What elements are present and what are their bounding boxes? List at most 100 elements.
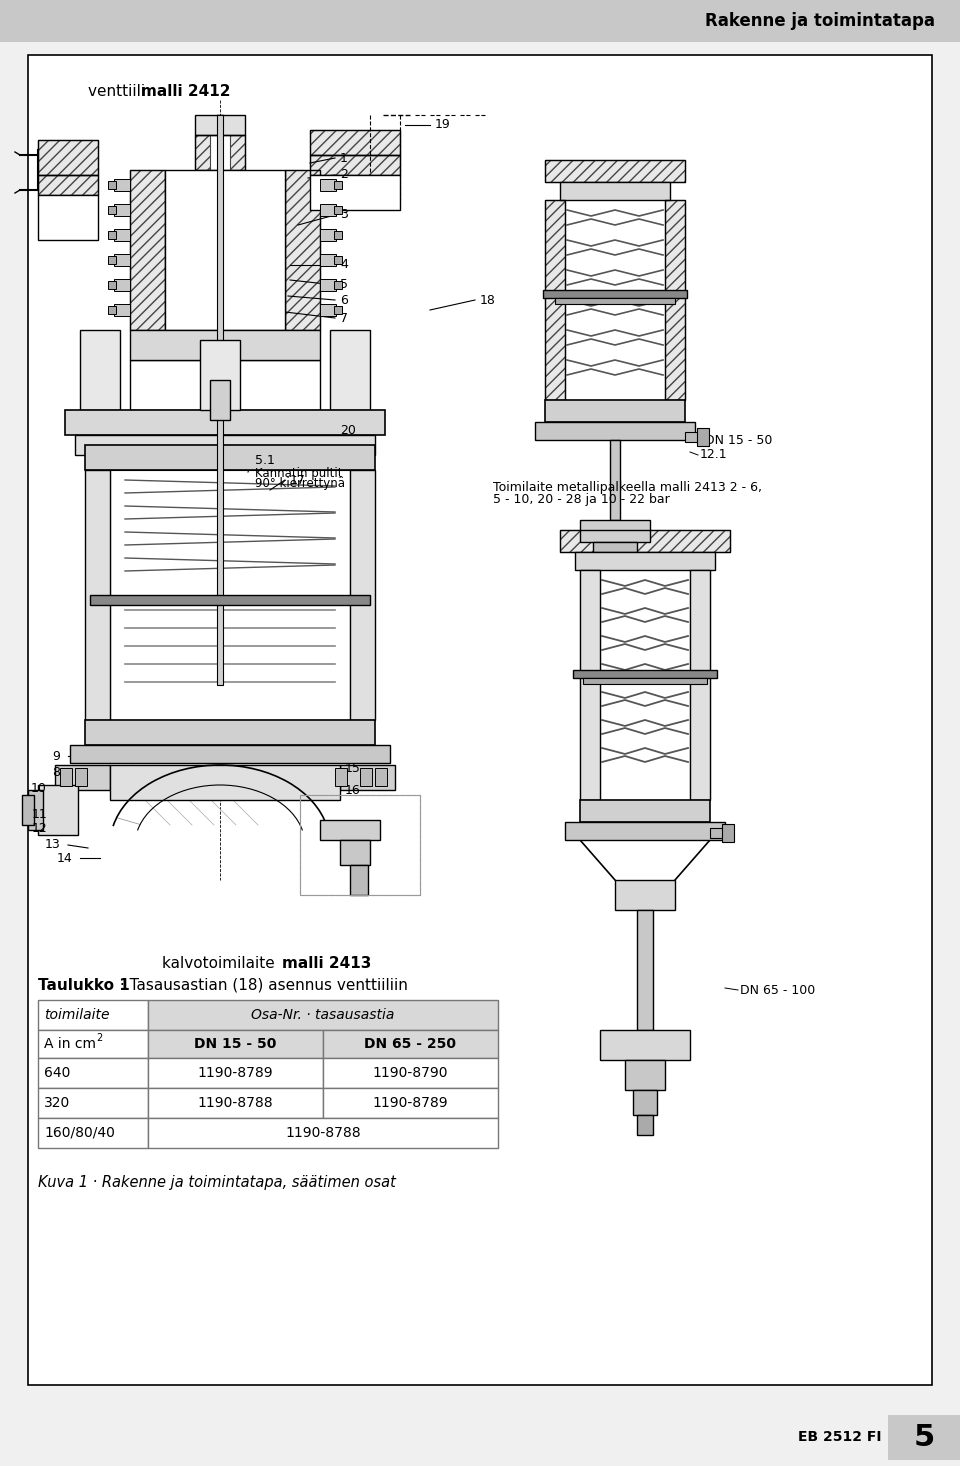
Bar — [637, 1116, 653, 1135]
Text: 15: 15 — [345, 761, 361, 774]
Text: 8: 8 — [52, 765, 60, 778]
Bar — [195, 114, 245, 135]
Text: Kannatin pultit: Kannatin pultit — [255, 466, 343, 479]
Bar — [665, 199, 685, 400]
Text: Toimilaite metallipalkeella malli 2413 2 - 6,: Toimilaite metallipalkeella malli 2413 2… — [493, 481, 762, 494]
Bar — [334, 257, 342, 264]
Bar — [690, 570, 710, 800]
Bar — [697, 428, 709, 446]
Text: 160/80/40: 160/80/40 — [44, 1126, 115, 1141]
Bar — [637, 910, 653, 1031]
Text: 14: 14 — [57, 852, 72, 865]
Bar — [334, 232, 342, 239]
Bar — [148, 1119, 498, 1148]
Text: EB 2512 FI: EB 2512 FI — [799, 1429, 882, 1444]
Text: 3: 3 — [340, 208, 348, 221]
Bar — [722, 824, 734, 841]
Bar — [148, 1031, 323, 1058]
Bar — [320, 204, 336, 216]
Text: A in cm: A in cm — [44, 1036, 96, 1051]
Bar — [323, 1058, 498, 1088]
Bar — [114, 179, 130, 191]
Bar — [320, 229, 336, 240]
Bar — [340, 840, 370, 865]
Bar — [685, 432, 705, 443]
Bar — [320, 179, 336, 191]
Text: 6: 6 — [340, 293, 348, 306]
Bar — [310, 155, 400, 174]
Bar — [334, 207, 342, 214]
Text: 5: 5 — [340, 279, 348, 292]
Text: DN 15 - 50: DN 15 - 50 — [194, 1036, 276, 1051]
Bar — [335, 768, 347, 786]
Text: 20: 20 — [340, 424, 356, 437]
Bar — [633, 1091, 657, 1116]
Bar — [545, 160, 685, 182]
Bar — [22, 795, 34, 825]
Bar — [583, 677, 707, 685]
Text: 12: 12 — [32, 821, 47, 834]
Bar — [665, 199, 685, 400]
Text: 7: 7 — [340, 311, 348, 324]
Bar — [310, 174, 400, 210]
Text: toimilaite: toimilaite — [44, 1009, 109, 1022]
Bar — [108, 207, 116, 214]
Bar — [545, 160, 685, 182]
Bar — [545, 199, 565, 400]
Bar — [108, 281, 116, 289]
Bar — [108, 306, 116, 314]
Bar — [75, 435, 375, 454]
Bar — [148, 1058, 323, 1088]
Text: malli 2413: malli 2413 — [282, 956, 372, 970]
Text: DN 65 - 100: DN 65 - 100 — [740, 984, 815, 997]
Text: 2: 2 — [340, 169, 348, 182]
Text: Rakenne ja toimintatapa: Rakenne ja toimintatapa — [705, 12, 935, 29]
Bar — [323, 1031, 498, 1058]
Text: kalvotoimilaite: kalvotoimilaite — [162, 956, 279, 970]
Bar — [625, 1060, 665, 1091]
Text: DN 15 - 50: DN 15 - 50 — [705, 434, 773, 447]
Bar — [110, 471, 350, 720]
Bar — [130, 330, 320, 361]
Bar — [195, 135, 210, 170]
Bar — [38, 1088, 148, 1119]
Text: 1: 1 — [340, 151, 348, 164]
Bar — [560, 182, 670, 199]
Bar — [108, 180, 116, 189]
Bar — [300, 795, 420, 896]
Bar — [560, 531, 730, 553]
Bar — [600, 1031, 690, 1060]
Bar — [555, 298, 675, 303]
Bar — [350, 471, 375, 720]
Bar — [545, 199, 565, 400]
Bar — [375, 768, 387, 786]
Bar — [210, 380, 230, 419]
Bar — [334, 281, 342, 289]
Bar — [90, 595, 370, 605]
Text: Taulukko 1: Taulukko 1 — [38, 978, 130, 992]
Text: 11: 11 — [32, 809, 47, 821]
Text: Kuva 1 · Rakenne ja toimintatapa, säätimen osat: Kuva 1 · Rakenne ja toimintatapa, säätim… — [38, 1176, 396, 1190]
Text: 4: 4 — [340, 258, 348, 271]
Bar — [310, 155, 400, 174]
Bar — [545, 400, 685, 422]
Text: 17: 17 — [290, 474, 306, 487]
Bar — [334, 306, 342, 314]
Text: malli 2412: malli 2412 — [141, 85, 230, 100]
Bar — [114, 254, 130, 265]
Text: 5: 5 — [913, 1422, 935, 1451]
Text: 90° kierrettynä: 90° kierrettynä — [255, 478, 345, 491]
Bar — [38, 784, 78, 836]
Bar — [217, 114, 223, 685]
Bar — [330, 330, 370, 410]
Bar — [360, 768, 372, 786]
Bar — [114, 229, 130, 240]
Bar — [300, 795, 420, 896]
Bar — [575, 553, 715, 570]
Bar — [690, 570, 710, 800]
Bar — [593, 542, 637, 560]
Bar — [573, 670, 717, 677]
Bar — [565, 822, 725, 840]
Bar — [108, 257, 116, 264]
Bar — [320, 279, 336, 290]
